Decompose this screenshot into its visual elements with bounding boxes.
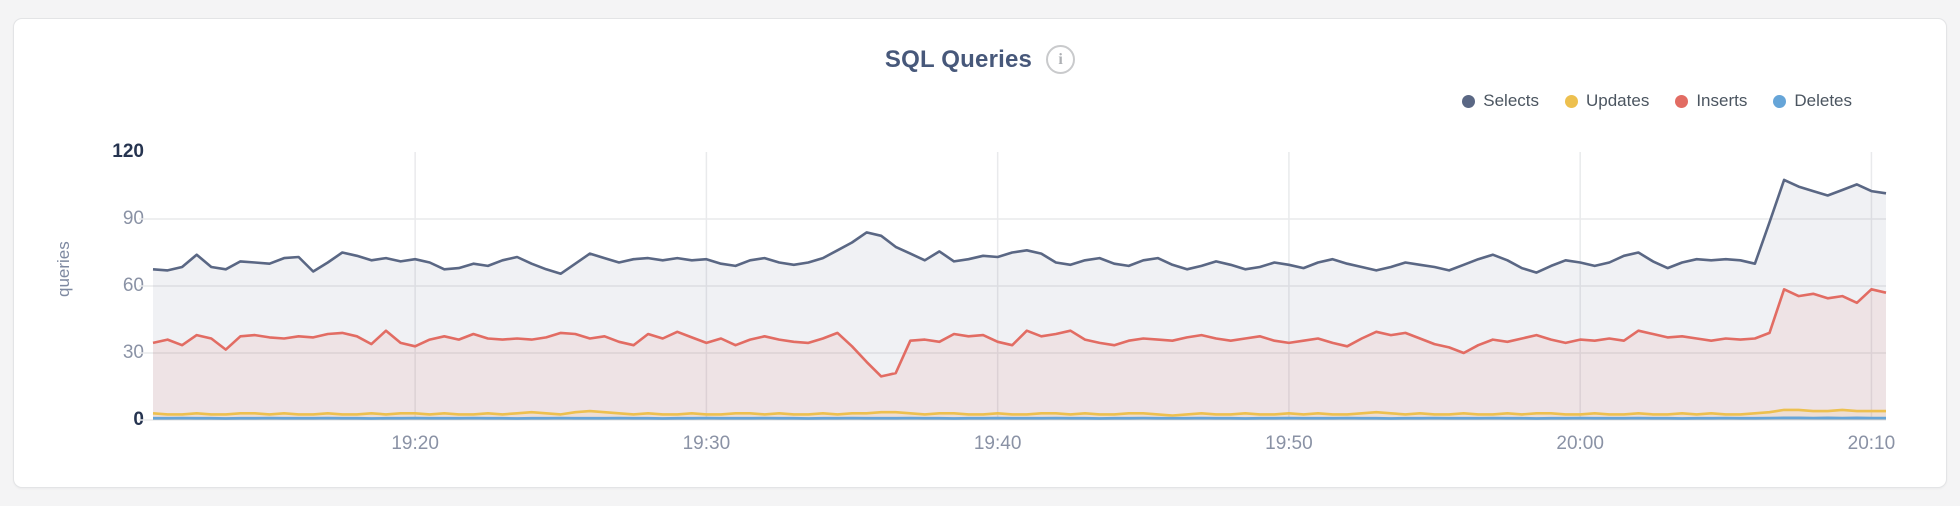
x-axis-tick-label: 20:10 xyxy=(1847,433,1896,454)
y-axis-tick-label: 0 xyxy=(133,409,144,430)
info-icon[interactable]: i xyxy=(1046,45,1076,74)
legend-label: Selects xyxy=(1483,91,1539,110)
legend-label: Updates xyxy=(1586,91,1650,110)
legend-item-inserts[interactable]: Inserts xyxy=(1675,91,1747,111)
legend-label: Deletes xyxy=(1794,91,1852,110)
y-axis-tick-label: 60 xyxy=(122,275,144,296)
x-axis-tick-label: 19:50 xyxy=(1265,433,1313,454)
legend-item-selects[interactable]: Selects xyxy=(1462,91,1539,111)
deletes-line xyxy=(153,416,1886,420)
inserts-line xyxy=(152,288,1887,378)
sql-queries-area-chart xyxy=(139,152,1887,421)
chart-title: SQL Queries xyxy=(884,45,1033,73)
legend-item-updates[interactable]: Updates xyxy=(1565,91,1649,111)
y-axis-tick-label: 90 xyxy=(122,208,144,229)
legend-label: Inserts xyxy=(1696,91,1748,110)
selects-legend-dot-icon xyxy=(1462,94,1476,108)
plot-area xyxy=(139,152,1887,421)
chart-header: SQL Queries i xyxy=(14,45,1946,74)
legend-item-deletes[interactable]: Deletes xyxy=(1773,91,1852,111)
y-axis-title: queries xyxy=(54,241,73,297)
x-axis-tick-label: 20:00 xyxy=(1556,433,1604,454)
selects-area xyxy=(153,179,1886,420)
updates-line xyxy=(152,408,1886,417)
deletes-legend-dot-icon xyxy=(1773,94,1787,108)
x-axis-tick-label: 19:30 xyxy=(682,433,731,454)
inserts-legend-dot-icon xyxy=(1675,94,1689,108)
y-axis-tick-label: 120 xyxy=(112,141,144,162)
inserts-area xyxy=(153,289,1886,420)
selects-line xyxy=(152,178,1887,275)
legend: Selects Updates Inserts Deletes xyxy=(1462,91,1852,111)
x-axis-tick-label: 19:40 xyxy=(973,433,1022,454)
updates-legend-dot-icon xyxy=(1565,94,1578,108)
y-axis-tick-label: 30 xyxy=(122,342,144,363)
x-axis-tick-label: 19:20 xyxy=(391,433,439,454)
chart-card: SQL Queries i Selects Updates Inserts De… xyxy=(13,18,1947,488)
